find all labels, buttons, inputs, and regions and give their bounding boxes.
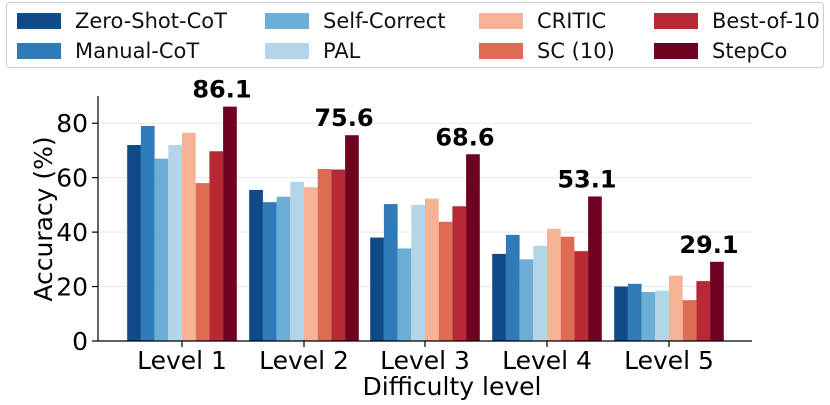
legend-label: Manual-CoT	[75, 39, 200, 63]
y-tick-label: 80	[56, 109, 88, 138]
legend-label: Self-Correct	[323, 9, 446, 33]
y-axis-title: Accuracy (%)	[29, 136, 58, 301]
legend-item-stepco: StepCo	[654, 37, 787, 65]
legend-swatch	[265, 13, 309, 29]
legend-label: SC (10)	[537, 39, 615, 63]
legend-label: StepCo	[712, 39, 788, 63]
x-axis-title: Difficulty level	[363, 372, 542, 401]
bar-stepco-5	[710, 261, 724, 341]
bar-pal-4	[533, 245, 547, 341]
bar-pal-1	[168, 145, 182, 341]
bar-sc-10--4	[560, 236, 575, 341]
bar-best-of-10-1	[209, 151, 224, 341]
y-tick-label: 60	[56, 164, 88, 193]
bar-manual-cot-1	[140, 125, 155, 341]
legend-swatch	[479, 13, 523, 29]
x-tick-label: Level 1	[137, 346, 227, 375]
bar-manual-cot-3	[383, 204, 398, 341]
y-ticks: 0 20 40 60 80	[56, 109, 98, 356]
chart-legend: Zero-Shot-CoT Manual-CoT Self-Correct PA…	[6, 2, 824, 68]
bar-critic-4	[547, 228, 561, 341]
bar-pal-3	[411, 204, 425, 341]
data-label-stepco: 68.6	[435, 123, 494, 151]
legend-label: CRITIC	[537, 9, 607, 33]
bar-critic-1	[182, 132, 196, 341]
bar-sc-10--3	[438, 221, 453, 341]
legend-swatch	[265, 43, 309, 59]
legend-swatch	[479, 43, 523, 59]
legend-label: Zero-Shot-CoT	[75, 9, 227, 33]
bar-critic-2	[304, 187, 318, 341]
bar-stepco-3	[466, 154, 480, 341]
legend-label: PAL	[323, 39, 361, 63]
legend-swatch	[654, 13, 698, 29]
bar-sc-10--5	[682, 300, 697, 341]
bars	[127, 106, 724, 341]
data-label-stepco: 86.1	[192, 76, 251, 104]
bar-zero-shot-cot-1	[127, 145, 141, 341]
legend-item-self-correct: Self-Correct	[265, 7, 446, 35]
x-tick-label: Level 2	[259, 346, 349, 375]
legend-item-zero-shot-cot: Zero-Shot-CoT	[17, 7, 227, 35]
y-tick-label: 40	[56, 218, 88, 247]
bar-stepco-2	[345, 135, 359, 341]
x-tick-label: Level 4	[502, 346, 592, 375]
bar-zero-shot-cot-5	[614, 286, 628, 341]
bar-stepco-4	[588, 196, 602, 341]
legend-swatch	[17, 13, 61, 29]
legend-item-sc10: SC (10)	[479, 37, 615, 65]
x-tick-label: Level 3	[380, 346, 470, 375]
bar-best-of-10-3	[452, 206, 467, 341]
bar-best-of-10-5	[696, 281, 711, 341]
bar-best-of-10-4	[574, 251, 589, 341]
bar-sc-10--2	[317, 168, 332, 341]
bar-pal-5	[655, 290, 669, 341]
legend-swatch	[654, 43, 698, 59]
bar-self-correct-2	[276, 196, 291, 341]
data-label-stepco: 29.1	[679, 231, 738, 259]
legend-item-best-of-10: Best-of-10	[654, 7, 820, 35]
bar-self-correct-1	[154, 158, 169, 341]
bar-pal-2	[290, 181, 304, 341]
bar-sc-10--1	[195, 183, 210, 341]
bar-zero-shot-cot-2	[249, 189, 263, 341]
legend-swatch	[17, 43, 61, 59]
bar-self-correct-5	[641, 292, 656, 341]
bar-self-correct-4	[519, 259, 534, 341]
data-labels: 86.1 75.6 68.6 53.1 29.1	[192, 76, 738, 259]
bar-manual-cot-4	[505, 234, 520, 341]
legend-item-pal: PAL	[265, 37, 360, 65]
legend-item-critic: CRITIC	[479, 7, 606, 35]
bar-zero-shot-cot-4	[492, 253, 506, 341]
bar-critic-5	[669, 275, 683, 341]
x-ticks: Level 1 Level 2 Level 3 Level 4 Level 5	[137, 341, 714, 375]
legend-item-manual-cot: Manual-CoT	[17, 37, 199, 65]
y-tick-label: 20	[56, 273, 88, 302]
x-tick-label: Level 5	[624, 346, 714, 375]
bar-self-correct-3	[397, 248, 412, 341]
bar-manual-cot-2	[262, 202, 277, 341]
bar-stepco-1	[223, 106, 237, 341]
data-label-stepco: 53.1	[557, 165, 616, 193]
bar-best-of-10-2	[331, 169, 346, 341]
bar-zero-shot-cot-3	[370, 237, 384, 341]
y-tick-label: 0	[72, 327, 88, 356]
legend-label: Best-of-10	[712, 9, 820, 33]
bar-critic-3	[425, 198, 439, 341]
bar-manual-cot-5	[627, 283, 642, 341]
data-label-stepco: 75.6	[314, 104, 373, 132]
